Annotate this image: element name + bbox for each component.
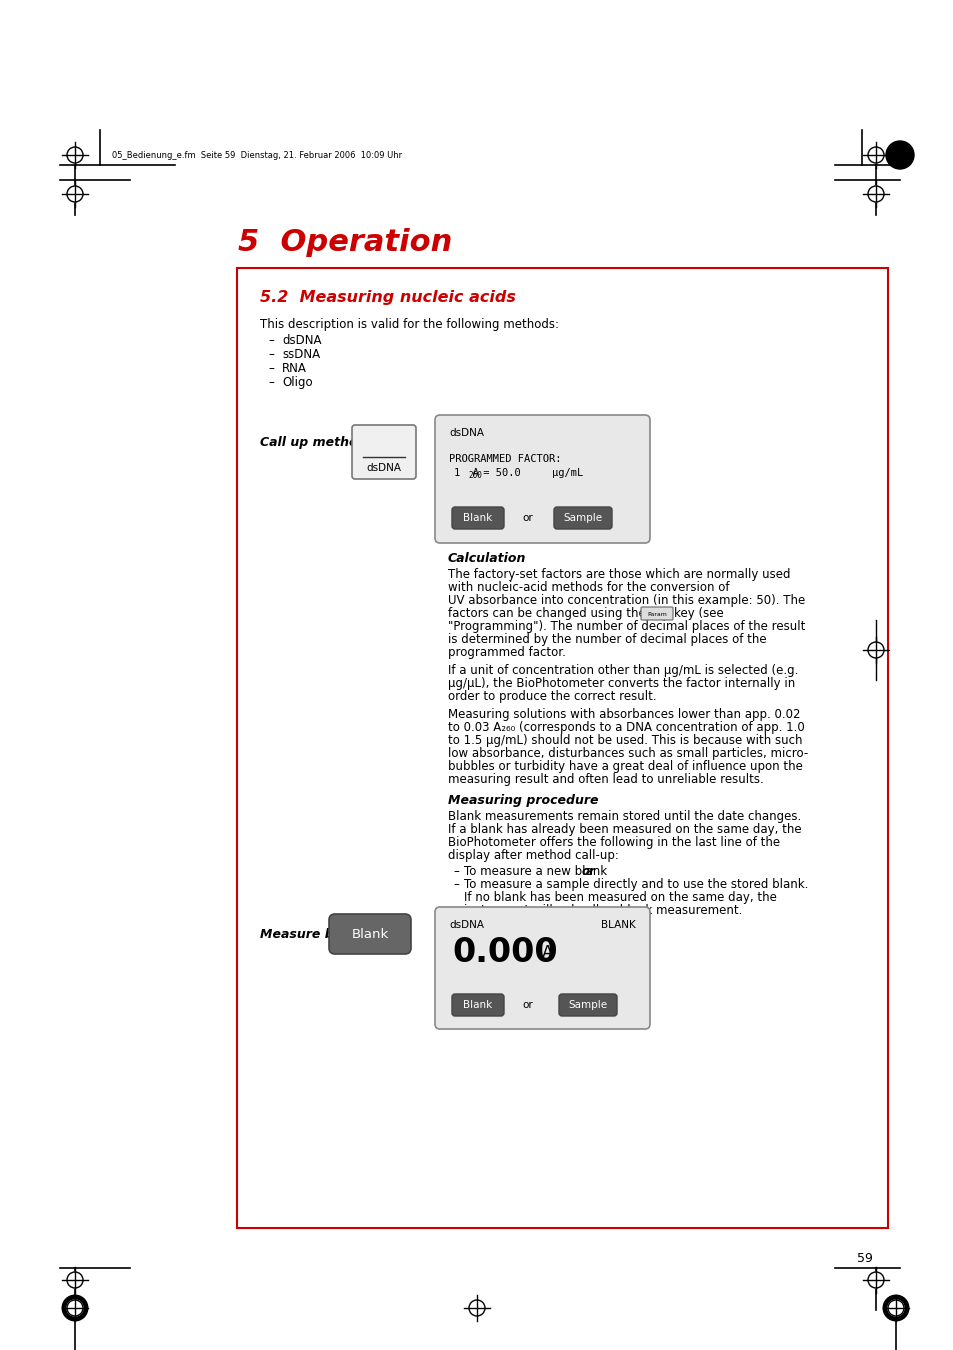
Text: 0.000: 0.000 [452, 936, 558, 969]
Text: Call up method: Call up method [260, 436, 366, 450]
Text: Calculation: Calculation [448, 552, 526, 566]
Text: with nucleic-acid methods for the conversion of: with nucleic-acid methods for the conver… [448, 580, 729, 594]
Circle shape [867, 1272, 883, 1288]
Circle shape [67, 186, 83, 202]
Text: = 50.0     μg/mL: = 50.0 μg/mL [476, 468, 582, 478]
Text: "Programming"). The number of decimal places of the result: "Programming"). The number of decimal pl… [448, 620, 804, 633]
Text: 260: 260 [468, 471, 481, 481]
FancyBboxPatch shape [435, 907, 649, 1029]
Circle shape [867, 147, 883, 163]
Text: To measure a sample directly and to use the stored blank.: To measure a sample directly and to use … [463, 878, 807, 891]
Circle shape [867, 643, 883, 657]
Circle shape [887, 1300, 903, 1316]
Text: –: – [453, 865, 458, 878]
Text: Sample: Sample [563, 513, 602, 522]
Text: ssDNA: ssDNA [282, 348, 320, 360]
Text: The factory-set factors are those which are normally used: The factory-set factors are those which … [448, 568, 790, 580]
Text: If a blank has already been measured on the same day, the: If a blank has already been measured on … [448, 824, 801, 836]
Text: Oligo: Oligo [282, 377, 313, 389]
Text: measuring result and often lead to unreliable results.: measuring result and often lead to unrel… [448, 774, 763, 786]
Text: low absorbance, disturbances such as small particles, micro-: low absorbance, disturbances such as sma… [448, 747, 807, 760]
Text: to 0.03 A₂₆₀ (corresponds to a DNA concentration of app. 1.0: to 0.03 A₂₆₀ (corresponds to a DNA conce… [448, 721, 804, 734]
Text: display after method call-up:: display after method call-up: [448, 849, 618, 863]
FancyBboxPatch shape [558, 994, 617, 1017]
FancyBboxPatch shape [329, 914, 411, 954]
Text: dsDNA: dsDNA [366, 463, 401, 472]
Text: –: – [268, 348, 274, 360]
Text: Measuring procedure: Measuring procedure [448, 794, 598, 807]
Text: to 1.5 μg/mL) should not be used. This is because with such: to 1.5 μg/mL) should not be used. This i… [448, 734, 801, 747]
Text: Blank: Blank [351, 927, 388, 941]
Text: –: – [453, 878, 458, 891]
Text: Blank: Blank [463, 1000, 492, 1010]
Text: A: A [541, 944, 553, 963]
Bar [236, 269, 887, 1229]
Circle shape [885, 140, 913, 169]
Text: 05_Bedienung_e.fm  Seite 59  Dienstag, 21. Februar 2006  10:09 Uhr: 05_Bedienung_e.fm Seite 59 Dienstag, 21.… [112, 150, 402, 159]
FancyBboxPatch shape [452, 994, 503, 1017]
FancyBboxPatch shape [554, 508, 612, 529]
Text: If a unit of concentration other than μg/mL is selected (e.g.: If a unit of concentration other than μg… [448, 664, 798, 676]
Circle shape [67, 1272, 83, 1288]
Text: dsDNA: dsDNA [449, 919, 483, 930]
Text: or: or [581, 865, 596, 878]
Text: dsDNA: dsDNA [282, 333, 321, 347]
Text: or: or [522, 1000, 533, 1010]
Text: PROGRAMMED FACTOR:: PROGRAMMED FACTOR: [449, 454, 561, 464]
Text: UV absorbance into concentration (in this example: 50). The: UV absorbance into concentration (in thi… [448, 594, 804, 608]
Text: Blank: Blank [463, 513, 492, 522]
Text: or: or [522, 513, 533, 522]
FancyBboxPatch shape [452, 508, 503, 529]
FancyBboxPatch shape [352, 425, 416, 479]
Text: is determined by the number of decimal places of the: is determined by the number of decimal p… [448, 633, 766, 647]
Text: Param: Param [646, 612, 666, 617]
Text: –: – [268, 333, 274, 347]
Text: RNA: RNA [282, 362, 307, 375]
Text: –: – [268, 362, 274, 375]
Circle shape [882, 1295, 908, 1320]
Text: 5.2  Measuring nucleic acids: 5.2 Measuring nucleic acids [260, 290, 516, 305]
Text: dsDNA: dsDNA [449, 428, 483, 437]
Text: 5  Operation: 5 Operation [237, 228, 452, 256]
FancyBboxPatch shape [640, 608, 672, 620]
Text: If no blank has been measured on the same day, the: If no blank has been measured on the sam… [463, 891, 776, 904]
Text: Blank measurements remain stored until the date changes.: Blank measurements remain stored until t… [448, 810, 801, 824]
Circle shape [67, 1300, 83, 1316]
Text: programmed factor.: programmed factor. [448, 647, 565, 659]
Text: BioPhotometer offers the following in the last line of the: BioPhotometer offers the following in th… [448, 836, 780, 849]
Text: This description is valid for the following methods:: This description is valid for the follow… [260, 319, 558, 331]
Text: Sample: Sample [568, 1000, 607, 1010]
Text: bubbles or turbidity have a great deal of influence upon the: bubbles or turbidity have a great deal o… [448, 760, 802, 774]
Circle shape [62, 1295, 88, 1320]
Text: To measure a new blank: To measure a new blank [463, 865, 610, 878]
Text: –: – [268, 377, 274, 389]
Circle shape [469, 1300, 484, 1316]
Text: BLANK: BLANK [600, 919, 636, 930]
Text: key (see: key (see [673, 608, 723, 620]
Text: factors can be changed using the: factors can be changed using the [448, 608, 645, 620]
Circle shape [867, 186, 883, 202]
Text: instrument will only allow blank measurement.: instrument will only allow blank measure… [463, 904, 741, 917]
Circle shape [67, 147, 83, 163]
Text: 59: 59 [856, 1251, 872, 1265]
Text: order to produce the correct result.: order to produce the correct result. [448, 690, 656, 703]
Text: 1  A: 1 A [454, 468, 478, 478]
FancyBboxPatch shape [435, 414, 649, 543]
Text: μg/μL), the BioPhotometer converts the factor internally in: μg/μL), the BioPhotometer converts the f… [448, 676, 795, 690]
Text: Measure blank: Measure blank [260, 927, 363, 941]
Text: Measuring solutions with absorbances lower than app. 0.02: Measuring solutions with absorbances low… [448, 707, 800, 721]
